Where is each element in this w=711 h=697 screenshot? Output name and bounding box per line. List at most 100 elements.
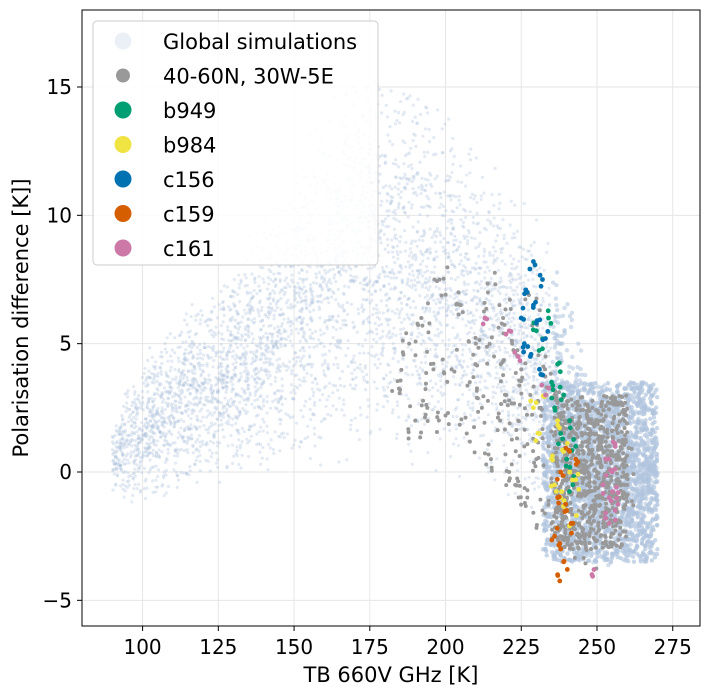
global-simulation-point: [240, 406, 245, 411]
global-simulation-point: [532, 348, 536, 353]
global-simulation-point: [418, 376, 422, 381]
global-simulation-point: [220, 373, 224, 377]
global-simulation-point: [391, 250, 395, 254]
global-simulation-point: [233, 357, 237, 361]
global-simulation-point: [185, 375, 189, 379]
global-simulation-point: [211, 296, 215, 301]
global-simulation-point: [310, 387, 314, 391]
global-simulation-point: [238, 446, 242, 450]
global-simulation-point: [462, 292, 467, 296]
global-simulation-point: [254, 414, 259, 418]
global-simulation-point: [267, 332, 272, 336]
global-simulation-point: [426, 256, 430, 260]
global-simulation-point: [168, 385, 173, 389]
global-simulation-point: [326, 367, 331, 371]
global-simulation-point: [143, 479, 147, 483]
global-simulation-point: [434, 152, 438, 156]
global-simulation-point: [308, 456, 312, 461]
global-simulation-point: [292, 284, 297, 289]
global-simulation-point: [150, 355, 154, 359]
global-simulation-point: [243, 391, 247, 395]
global-simulation-point: [428, 171, 432, 175]
global-simulation-point: [419, 360, 424, 365]
global-simulation-point: [143, 417, 147, 421]
global-simulation-point: [161, 423, 165, 427]
global-simulation-point: [382, 394, 386, 398]
global-simulation-point: [278, 271, 282, 276]
global-simulation-point: [146, 358, 150, 362]
global-simulation-point: [267, 297, 271, 301]
global-simulation-point: [339, 326, 343, 330]
global-simulation-point: [160, 482, 165, 487]
global-simulation-point: [256, 387, 260, 391]
global-simulation-point: [352, 326, 356, 330]
global-simulation-point: [148, 376, 152, 380]
global-simulation-point: [486, 413, 490, 417]
global-simulation-point: [491, 385, 495, 389]
global-simulation-point: [381, 270, 385, 274]
global-simulation-point: [464, 292, 468, 296]
global-simulation-point: [218, 355, 223, 359]
global-simulation-point: [284, 412, 288, 416]
global-simulation-point: [556, 333, 562, 339]
global-simulation-point: [265, 373, 269, 377]
global-simulation-point: [548, 365, 552, 369]
global-simulation-point: [170, 432, 174, 437]
global-simulation-point: [186, 439, 190, 443]
global-simulation-point: [268, 357, 273, 361]
global-simulation-point: [194, 395, 198, 399]
global-simulation-point: [141, 453, 145, 457]
global-simulation-point: [426, 178, 430, 182]
global-simulation-point: [390, 268, 394, 272]
global-simulation-point: [301, 366, 306, 370]
global-simulation-point: [165, 442, 170, 447]
global-simulation-point: [439, 391, 443, 395]
global-simulation-point: [293, 304, 297, 308]
global-simulation-point: [529, 244, 533, 248]
global-simulation-point: [127, 461, 131, 465]
global-simulation-point: [178, 383, 182, 387]
global-simulation-point: [350, 386, 355, 391]
global-simulation-point: [148, 419, 152, 423]
global-simulation-point: [148, 346, 152, 350]
global-simulation-point: [130, 437, 134, 441]
global-simulation-point: [312, 403, 317, 407]
global-simulation-point: [433, 333, 437, 337]
global-simulation-point: [366, 266, 370, 271]
global-simulation-point: [434, 352, 438, 356]
global-simulation-point: [491, 326, 495, 330]
global-simulation-point: [553, 369, 558, 374]
global-simulation-point: [208, 379, 213, 383]
global-simulation-point: [446, 270, 450, 274]
global-simulation-point: [285, 432, 290, 436]
global-simulation-point: [326, 362, 330, 366]
global-simulation-point: [426, 288, 431, 292]
global-simulation-point: [403, 172, 407, 176]
global-simulation-point: [397, 315, 401, 320]
global-simulation-point: [155, 451, 159, 455]
global-simulation-point: [348, 383, 352, 387]
global-simulation-point: [500, 327, 505, 331]
global-simulation-point: [398, 239, 402, 244]
global-simulation-point: [312, 308, 316, 312]
global-simulation-point: [461, 289, 465, 293]
global-simulation-point: [313, 329, 318, 333]
global-simulation-point: [137, 398, 141, 403]
global-simulation-point: [178, 405, 182, 409]
global-simulation-point: [306, 435, 310, 439]
global-simulation-point: [348, 279, 352, 283]
global-simulation-point: [178, 396, 182, 400]
global-simulation-point: [326, 289, 331, 293]
global-simulation-point: [234, 360, 238, 365]
global-simulation-point: [475, 308, 479, 312]
global-simulation-point: [549, 506, 553, 510]
global-simulation-point: [272, 451, 276, 455]
global-simulation-point: [323, 320, 327, 325]
global-simulation-point: [439, 407, 443, 411]
global-simulation-point: [501, 409, 505, 413]
global-simulation-point: [280, 389, 284, 393]
global-simulation-point: [144, 477, 148, 481]
global-simulation-point: [211, 365, 215, 369]
global-simulation-point: [455, 415, 459, 419]
global-simulation-point: [125, 401, 129, 405]
